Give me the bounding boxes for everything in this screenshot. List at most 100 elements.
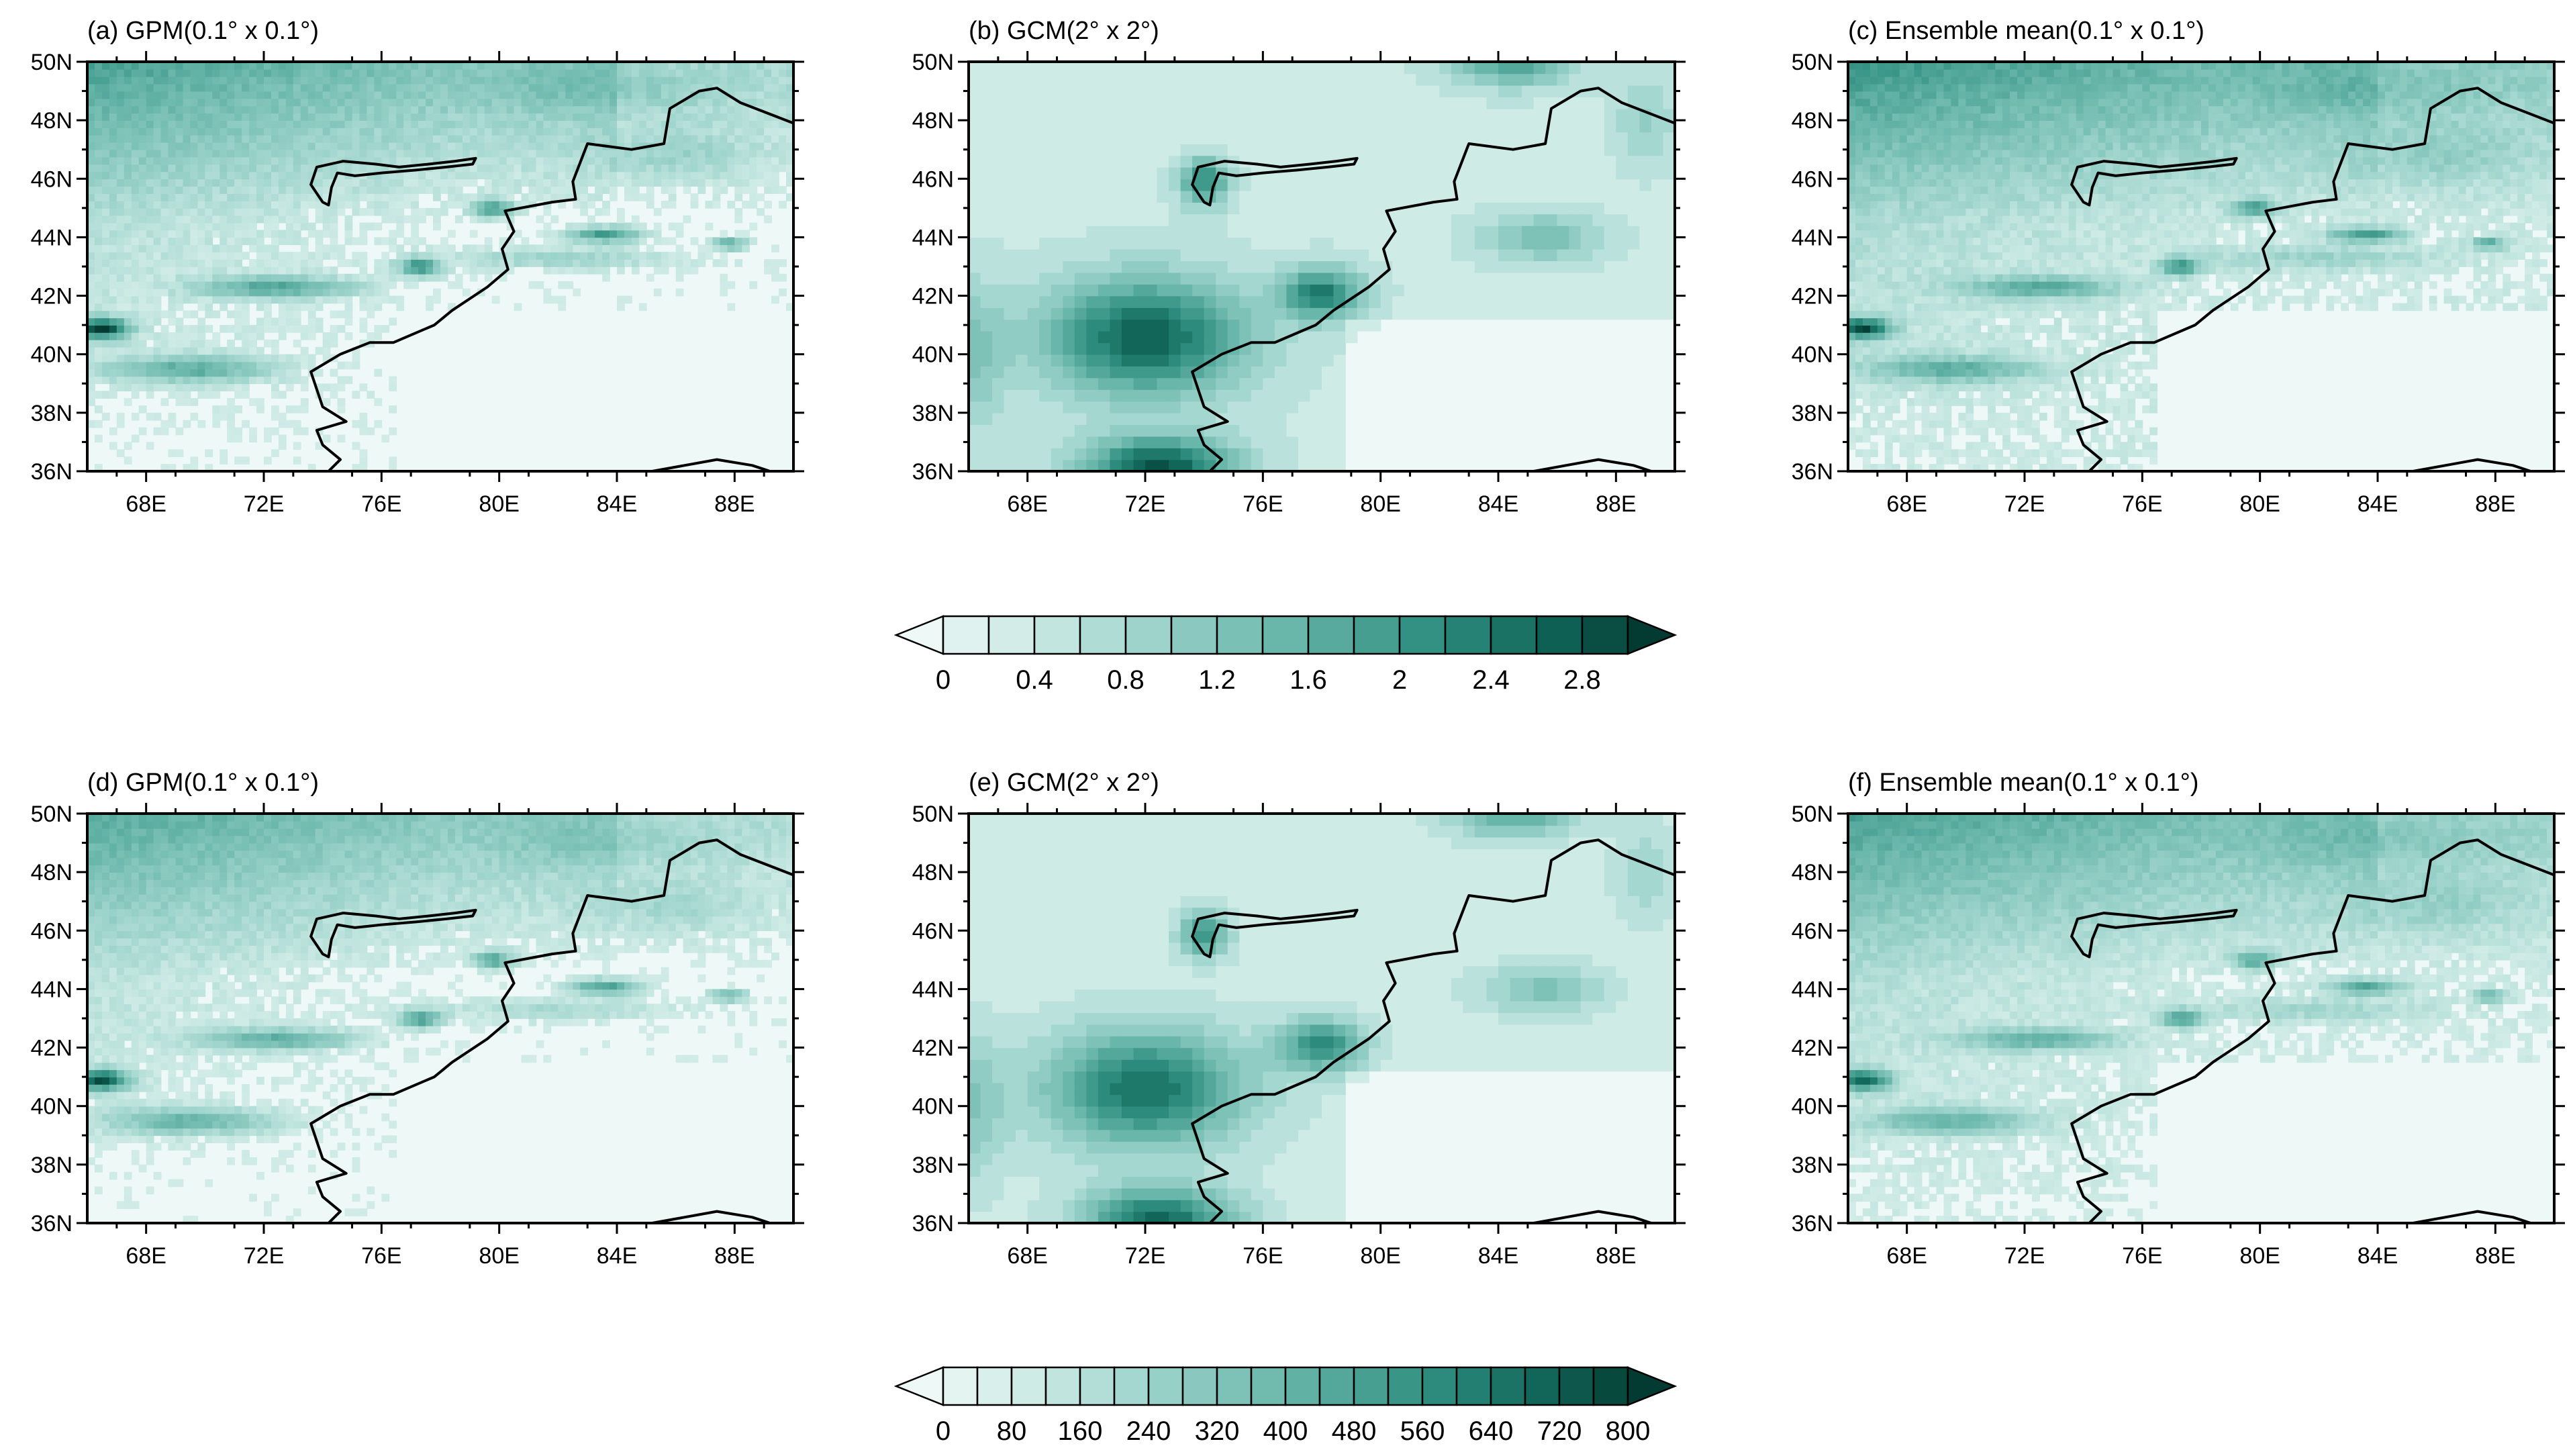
colorbar-lower-arrow: [896, 616, 943, 654]
lat-tick-label: 48N: [912, 108, 954, 134]
lat-tick-label: 48N: [31, 860, 72, 885]
lon-tick-label: 88E: [1596, 491, 1637, 517]
lat-tick-label: 44N: [31, 977, 72, 1002]
lat-tick-label: 36N: [912, 1211, 954, 1236]
precip-field-c: [1848, 62, 2555, 472]
colorbar-label: 160: [1058, 1416, 1103, 1446]
colorbar-box: [1320, 1367, 1354, 1405]
colorbar-label: 0.4: [1016, 665, 1053, 695]
lat-tick-label: 36N: [1792, 1211, 1833, 1236]
colorbar-box: [1217, 616, 1263, 654]
colorbar-label: 0.8: [1107, 665, 1145, 695]
lat-tick-label: 46N: [912, 166, 954, 192]
colorbar-label: 0: [936, 665, 951, 695]
colorbar-top: 0 0.4 0.8 1.2 1.6 2 2.4 2.8: [896, 616, 1675, 695]
colorbar-box: [1114, 1367, 1149, 1405]
lon-tick-label: 72E: [1125, 1243, 1166, 1269]
lat-tick-label: 40N: [31, 1094, 72, 1120]
lat-tick-label: 44N: [912, 225, 954, 250]
lat-tick-label: 40N: [912, 1094, 954, 1120]
lat-tick-label: 36N: [1792, 459, 1833, 485]
colorbar-label: 320: [1195, 1416, 1240, 1446]
colorbar-box: [1080, 616, 1126, 654]
lat-tick-label: 50N: [31, 802, 72, 827]
lat-tick-label: 44N: [912, 977, 954, 1002]
lon-tick-label: 84E: [2358, 491, 2398, 517]
lat-tick-label: 46N: [1792, 166, 1833, 192]
colorbar-box: [1491, 616, 1537, 654]
colorbar-label: 2.4: [1472, 665, 1510, 695]
lat-tick-label: 44N: [1792, 977, 1833, 1002]
lon-tick-label: 68E: [1886, 1243, 1927, 1269]
colorbar-box: [1525, 1367, 1559, 1405]
lat-tick-label: 42N: [1792, 284, 1833, 309]
colorbar-box: [1491, 1367, 1525, 1405]
lat-tick-label: 40N: [31, 342, 72, 368]
colorbar-box: [1034, 616, 1080, 654]
figure-canvas: 68E 72E 76E 80E 84E 88E 50N 48N 46N 44N 42N 40N 38N 3…: [0, 0, 2573, 1456]
lon-tick-label: 84E: [597, 491, 638, 517]
lat-tick-label: 40N: [1792, 1094, 1833, 1120]
map-panel-e: 68E 72E 76E 80E 84E 88E 50N 48N 46N 44N 42N 40N 38N 3…: [912, 769, 1686, 1269]
colorbar-label: 240: [1126, 1416, 1171, 1446]
precip-field-e: [969, 802, 1676, 1224]
lat-tick-label: 50N: [912, 802, 954, 827]
colorbar-label: 640: [1469, 1416, 1514, 1446]
panel-title-a: (a) GPM(0.1° x 0.1°): [87, 17, 319, 45]
lon-tick-label: 80E: [1360, 491, 1401, 517]
colorbar-box: [1183, 1367, 1217, 1405]
lon-tick-label: 68E: [1007, 491, 1048, 517]
colorbar-box: [1388, 1367, 1422, 1405]
lat-tick-label: 44N: [31, 225, 72, 250]
lon-tick-label: 72E: [2004, 491, 2045, 517]
colorbar-box: [1354, 1367, 1388, 1405]
lon-tick-label: 84E: [1478, 491, 1519, 517]
lon-tick-label: 80E: [479, 491, 520, 517]
lat-tick-label: 38N: [1792, 401, 1833, 426]
colorbar-box: [1537, 616, 1582, 654]
lat-tick-label: 48N: [912, 860, 954, 885]
colorbar-box: [1594, 1367, 1628, 1405]
colorbar-label: 1.2: [1198, 665, 1236, 695]
colorbar-box: [1445, 616, 1491, 654]
lat-tick-label: 42N: [31, 284, 72, 309]
lat-tick-label: 50N: [1792, 50, 1833, 75]
lon-tick-label: 72E: [244, 1243, 285, 1269]
map-panel-b: 68E 72E 76E 80E 84E 88E50N48N46N44N42N40N38N3…: [912, 17, 1686, 517]
colorbar-label: 480: [1332, 1416, 1377, 1446]
colorbar-label: 2: [1392, 665, 1407, 695]
lat-tick-label: 42N: [912, 1036, 954, 1061]
lon-tick-label: 84E: [2358, 1243, 2398, 1269]
lon-tick-label: 76E: [2122, 1243, 2163, 1269]
lon-tick-label: 72E: [2004, 1243, 2045, 1269]
lat-tick-label: 36N: [31, 1211, 72, 1236]
lon-tick-label: 88E: [714, 491, 755, 517]
lon-tick-label: 72E: [244, 491, 285, 517]
lat-tick-label: 40N: [1792, 342, 1833, 368]
colorbar-box: [943, 616, 989, 654]
lat-tick-label: 36N: [31, 459, 72, 485]
colorbar-box: [1149, 1367, 1183, 1405]
map-panel-f: 68E 72E 76E 80E 84E 88E 50N 48N 46N 44N 42N 40N 38N 3…: [1792, 769, 2565, 1269]
lat-tick-label: 40N: [912, 342, 954, 368]
colorbar-box: [1285, 1367, 1320, 1405]
lat-tick-label: 48N: [1792, 108, 1833, 134]
panel-title-b: (b) GCM(2° x 2°): [969, 17, 1159, 45]
lon-tick-label: 76E: [361, 491, 402, 517]
lon-tick-label: 68E: [1007, 1243, 1048, 1269]
colorbar-box: [1012, 1367, 1046, 1405]
colorbar-box: [1559, 1367, 1594, 1405]
colorbar-label: 720: [1537, 1416, 1582, 1446]
colorbar-box: [977, 1367, 1012, 1405]
colorbar-upper-arrow: [1628, 1367, 1675, 1405]
colorbar-box: [1263, 616, 1308, 654]
lat-tick-label: 50N: [31, 50, 72, 75]
lat-tick-label: 38N: [912, 401, 954, 426]
lon-tick-label: 72E: [1125, 491, 1166, 517]
map-panel-c: 68E 72E 76E 80E 84E 88E 50N 48N 46N 44N 42N 40N 38N 3…: [1792, 17, 2565, 517]
colorbar-box: [1046, 1367, 1080, 1405]
lat-tick-label: 46N: [912, 918, 954, 944]
panel-title-f: (f) Ensemble mean(0.1° x 0.1°): [1848, 769, 2198, 797]
panel-title-c: (c) Ensemble mean(0.1° x 0.1°): [1848, 17, 2204, 45]
colorbar-label: 800: [1606, 1416, 1651, 1446]
